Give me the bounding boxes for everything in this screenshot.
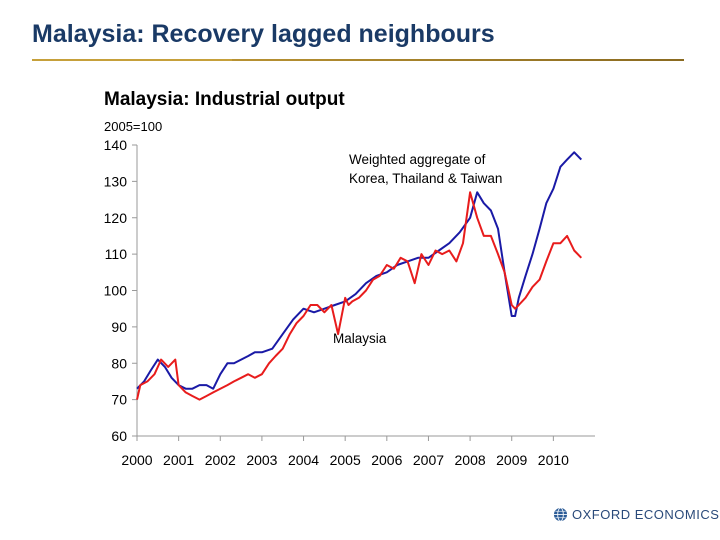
y-tick-label: 130 [104, 173, 128, 189]
aggregate-annotation-line2: Korea, Thailand & Taiwan [349, 171, 502, 186]
chart-series [136, 151, 583, 401]
x-tick-label: 2007 [413, 452, 444, 468]
y-tick-label: 90 [111, 319, 127, 335]
y-tick-label: 110 [105, 246, 128, 262]
y-tick-label: 60 [111, 428, 127, 444]
x-tick-label: 2002 [205, 452, 236, 468]
x-tick-label: 2008 [455, 452, 486, 468]
x-tick-label: 2009 [496, 452, 527, 468]
slide-title: Malaysia: Recovery lagged neighbours [32, 20, 495, 48]
y-unit-label: 2005=100 [104, 119, 162, 134]
aggregate-annotation-line1: Weighted aggregate of [349, 152, 486, 167]
y-tick-label: 140 [104, 137, 128, 153]
malaysia-line [136, 191, 583, 401]
title-underline-accent [32, 59, 232, 61]
y-tick-label: 70 [111, 392, 127, 408]
chart-ticks: 60 70 80 90 100 110 120 130 140 2000 2001 2002 2003 2… [104, 137, 570, 468]
chart-annotations: Weighted aggregate of Korea, Thailand & T… [333, 152, 502, 346]
x-tick-label: 2001 [163, 452, 194, 468]
globe-icon [553, 507, 568, 522]
title-underline [32, 59, 684, 61]
x-tick-label: 2000 [121, 452, 152, 468]
x-tick-label: 2005 [330, 452, 361, 468]
y-tick-label: 120 [104, 210, 128, 226]
regional-aggregate-line [136, 151, 583, 390]
x-tick-label: 2010 [538, 452, 569, 468]
y-tick-label: 100 [104, 283, 128, 299]
brand-name: OXFORD ECONOMICS [572, 507, 720, 522]
brand-logo: OXFORD ECONOMICS [553, 507, 719, 522]
x-tick-label: 2003 [246, 452, 277, 468]
x-tick-label: 2006 [371, 452, 402, 468]
chart-title: Malaysia: Industrial output [104, 89, 345, 110]
y-tick-label: 80 [111, 355, 127, 371]
malaysia-annotation: Malaysia [333, 331, 387, 346]
x-tick-label: 2004 [288, 452, 319, 468]
